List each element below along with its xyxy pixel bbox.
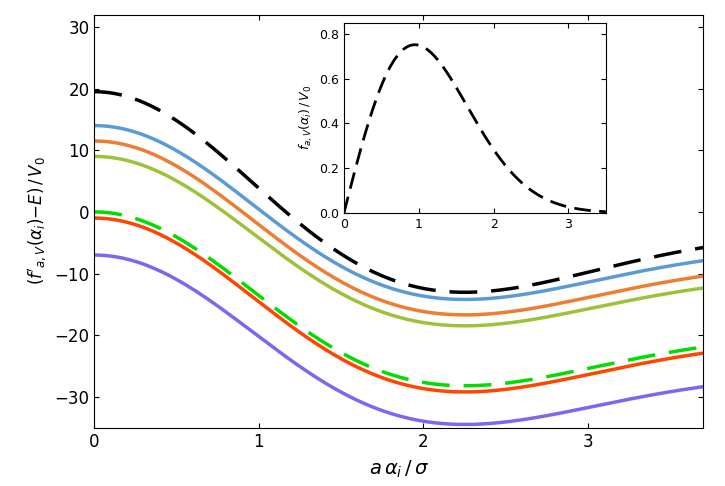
X-axis label: $a\,\alpha_i\,/\,\sigma$: $a\,\alpha_i\,/\,\sigma$	[369, 459, 428, 480]
Y-axis label: $(f'_{a,V}(\alpha_i){-}E)\,/\,V_0$: $(f'_{a,V}(\alpha_i){-}E)\,/\,V_0$	[26, 157, 49, 285]
